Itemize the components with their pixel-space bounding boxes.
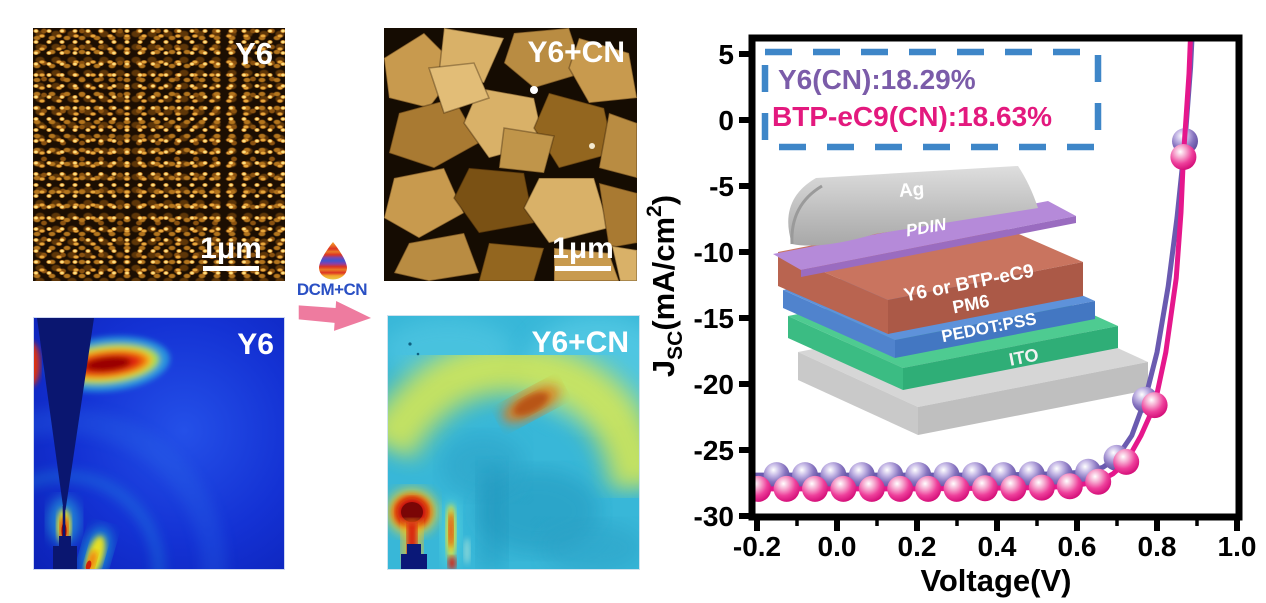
afm-flakes-graphic xyxy=(384,28,637,281)
rainbow-droplet-icon xyxy=(319,242,347,280)
giwaxs-y6-graphic xyxy=(34,318,284,569)
x-axis-title: Voltage(V) xyxy=(921,563,1072,598)
svg-text:5: 5 xyxy=(718,39,734,70)
panel-label-y6: Y6 xyxy=(235,36,273,71)
afm-image-y6-cn: Y6+CN 1μm xyxy=(384,28,637,281)
panel-label-giwaxs-y6-cn: Y6+CN xyxy=(531,326,629,359)
svg-text:-20: -20 xyxy=(694,369,734,400)
device-structure-inset: Ag PDIN Y6 or BTP-eC9 PM6 PEDOT:PSS ITO xyxy=(773,166,1148,435)
giwaxs-y6-cn-graphic xyxy=(388,316,639,569)
process-arrow-icon xyxy=(298,300,372,331)
panel-label-y6-cn: Y6+CN xyxy=(527,36,625,69)
scale-bar-label: 1μm xyxy=(552,232,614,265)
scale-bar: 1μm xyxy=(185,234,277,275)
chart-axes: -0.2 0.0 0.2 0.4 0.6 0.8 1.0 5 0 -5 -10 -15 -20 -25 -3… xyxy=(694,34,1257,598)
panel-label-giwaxs-y6: Y6 xyxy=(237,328,274,361)
svg-text:0.2: 0.2 xyxy=(898,531,937,562)
jv-chart: Ag PDIN Y6 or BTP-eC9 PM6 PEDOT:PSS ITO … xyxy=(643,34,1257,598)
svg-text:-25: -25 xyxy=(694,435,734,466)
svg-text:0: 0 xyxy=(718,105,734,136)
legend-entry-y6: Y6(CN):18.29% xyxy=(778,64,976,95)
solvent-label: DCM+CN xyxy=(296,280,368,299)
legend-entry-btp-ec9: BTP-eC9(CN):18.63% xyxy=(772,101,1053,132)
svg-text:0.8: 0.8 xyxy=(1138,531,1177,562)
y-axis-title: JSC(mA/cm2) xyxy=(643,195,687,377)
svg-text:-15: -15 xyxy=(694,303,734,334)
svg-text:-30: -30 xyxy=(694,501,734,532)
scale-bar-line xyxy=(555,266,611,271)
svg-text:0.4: 0.4 xyxy=(978,531,1017,562)
scale-bar-label: 1μm xyxy=(200,232,262,265)
svg-text:-0.2: -0.2 xyxy=(733,531,781,562)
svg-text:-10: -10 xyxy=(694,237,734,268)
series-markers-1 xyxy=(753,144,1197,502)
giwaxs-image-y6: Y6 xyxy=(33,317,285,570)
layer-label-ag: Ag xyxy=(898,179,925,202)
svg-text:0.0: 0.0 xyxy=(818,531,857,562)
svg-text:1.0: 1.0 xyxy=(1218,531,1257,562)
afm-image-y6: Y6 1μm xyxy=(33,28,285,281)
scale-bar-line xyxy=(203,266,259,271)
scale-bar: 1μm xyxy=(537,234,629,275)
svg-text:-5: -5 xyxy=(709,171,734,202)
giwaxs-image-y6-cn: Y6+CN xyxy=(387,315,640,570)
legend-box xyxy=(761,48,1102,151)
jv-curves xyxy=(753,38,1198,502)
svg-text:0.6: 0.6 xyxy=(1058,531,1097,562)
